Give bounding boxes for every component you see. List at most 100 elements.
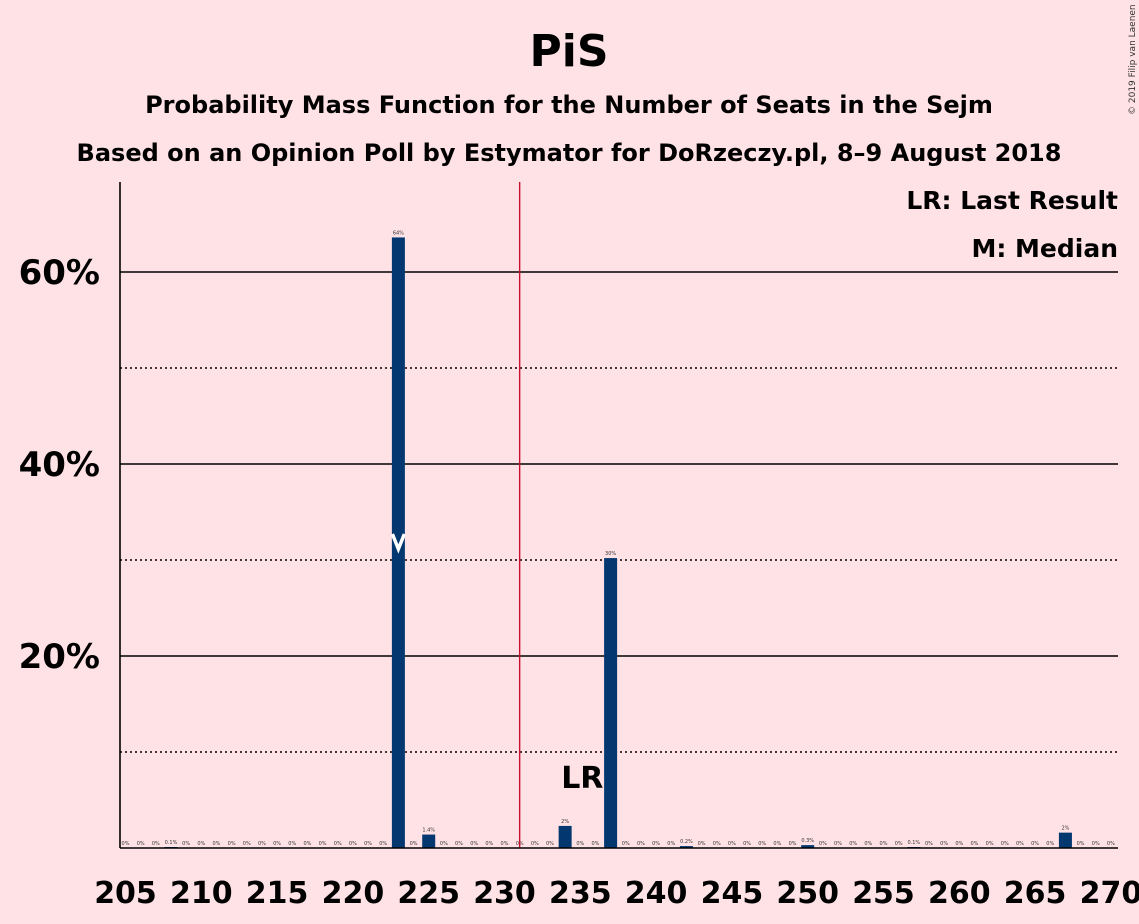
bar-label: 0% [455,841,463,847]
bar-label: 0% [637,841,645,847]
bar-label: 0.3% [801,838,814,844]
x-tick-label: 220 [322,876,385,911]
bar-label: 0% [864,841,872,847]
bar-label: 0% [379,841,387,847]
bar-label: 0% [591,841,599,847]
bar-label: 0% [1001,841,1009,847]
bar-label: 0% [501,841,509,847]
bar-label: 2% [561,819,569,825]
bar-label: 0% [970,841,978,847]
bar-label: 0% [728,841,736,847]
bar-label: 0% [622,841,630,847]
chart-subtitle-2: Based on an Opinion Poll by Estymator fo… [77,139,1062,167]
bar-label: 0% [531,841,539,847]
y-tick-label: 20% [19,637,100,677]
bar-label: 0.2% [680,839,693,845]
bar-label: 0% [940,841,948,847]
gridlines [120,271,1118,753]
median-marker: M [390,533,407,554]
x-tick-label: 225 [397,876,460,911]
x-tick-label: 205 [94,876,157,911]
bar-label: 0% [758,841,766,847]
bar-label: 0% [137,841,145,847]
bar-label: 0% [273,841,281,847]
bar-label: 0% [470,841,478,847]
bar-label: 0.1% [907,840,920,846]
bar-label: 0% [880,841,888,847]
bar-label: 0% [485,841,493,847]
bar-label: 0% [713,841,721,847]
bar-label: 0% [258,841,266,847]
bar-label: 2% [1061,826,1069,832]
markers: LR M [390,182,603,848]
bar-label: 0% [834,841,842,847]
bar-label: 64% [393,230,404,236]
x-tick-label: 230 [473,876,536,911]
x-tick-label: 245 [701,876,764,911]
legend-median: M: Median [971,234,1118,263]
bar-label: 0% [986,841,994,847]
bar-label: 0% [152,841,160,847]
bar-label: 0% [410,841,418,847]
y-tick-label: 40% [19,445,100,485]
axes [119,182,1118,849]
bar [801,845,815,848]
x-tick-label: 240 [625,876,688,911]
bar-labels: 0% 0% 0% 0.1% 0% 0% 0% 0% 0% 0% 0% 0% 0% 0% 0% 0% 0% 0% 64… [122,230,1116,847]
bar-label: 0% [1077,841,1085,847]
bar [391,237,405,848]
bar-label: 1.4% [422,828,435,834]
bar-label: 0% [197,841,205,847]
bar-label: 0% [228,841,236,847]
bar-label: 0% [546,841,554,847]
bar-label: 0% [349,841,357,847]
bar [422,834,436,848]
x-tick-label: 265 [1004,876,1067,911]
bar-label: 0% [576,841,584,847]
x-tick-label: 255 [852,876,915,911]
bar-label: 0% [1107,841,1115,847]
bars [164,237,1072,848]
x-tick-label: 210 [170,876,233,911]
bar-label: 0% [895,841,903,847]
bar-label: 0% [849,841,857,847]
bar-label: 0% [334,841,342,847]
bar-label: 0.1% [165,840,178,846]
bar-label: 0% [212,841,220,847]
x-tick-label: 270 [1080,876,1139,911]
x-tick-label: 250 [776,876,839,911]
bar-label: 0% [698,841,706,847]
bar-label: 30% [605,551,616,557]
y-tick-label: 60% [19,253,100,293]
bar-label: 0% [955,841,963,847]
bar-label: 0% [1092,841,1100,847]
bar-label: 0% [319,841,327,847]
chart-subtitle-1: Probability Mass Function for the Number… [145,91,993,119]
bar-label: 0% [243,841,251,847]
bar [558,825,572,848]
bar-label: 0% [819,841,827,847]
x-tick-label: 215 [246,876,309,911]
bar-label: 0% [1031,841,1039,847]
bar-label: 0% [789,841,797,847]
bar-label: 0% [182,841,190,847]
last-result-marker: LR [561,761,603,796]
bar-label: 0% [122,841,130,847]
bar-label: 0% [667,841,675,847]
bar-label: 0% [1016,841,1024,847]
bar-label: 0% [925,841,933,847]
bar-label: 0% [364,841,372,847]
copyright-notice: © 2019 Filip van Laenen [1128,4,1138,115]
y-tick-labels: 20% 40% 60% [19,253,100,677]
x-tick-label: 235 [549,876,612,911]
bar-label: 0% [440,841,448,847]
x-tick-labels: 205 210 215 220 225 230 235 240 245 250 255 260 265 2… [94,876,1139,911]
chart-title: PiS [529,26,608,77]
legend-last-result: LR: Last Result [906,186,1118,215]
bar-label: 0% [1046,841,1054,847]
bar-label: 0% [288,841,296,847]
x-tick-label: 260 [928,876,991,911]
bar-label: 0% [652,841,660,847]
bar-label: 0% [303,841,311,847]
